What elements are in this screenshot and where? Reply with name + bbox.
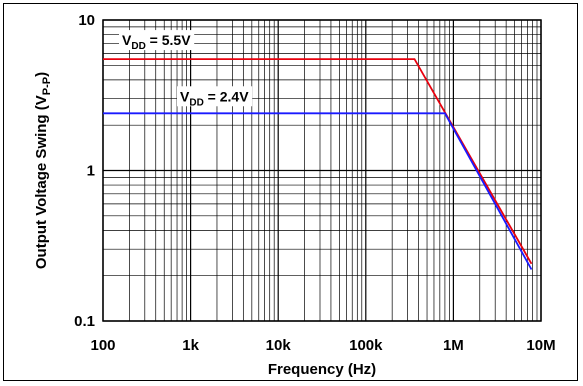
y-tick-label: 1 <box>87 163 95 180</box>
x-tick-label: 100k <box>349 337 383 354</box>
x-axis-title: Frequency (Hz) <box>268 361 376 378</box>
y-axis-title-close: ) <box>33 72 50 77</box>
y-axis-title-main: Output Voltage Swing (V <box>33 95 50 269</box>
chart-frame <box>3 3 578 381</box>
series-label-vdd-5-5v: VDD = 5.5V <box>122 32 191 52</box>
x-tick-label: 10M <box>526 337 555 354</box>
y-axis-title-subscript: P-P <box>41 77 53 95</box>
x-tick-label: 1k <box>182 337 199 354</box>
y-tick-label: 0.1 <box>74 313 95 330</box>
series-label-background <box>119 30 195 51</box>
y-tick-label: 10 <box>78 12 95 29</box>
x-tick-label: 10k <box>266 337 292 354</box>
label-layer: VDD = 5.5V VDD = 2.4V <box>119 30 253 108</box>
plot-border <box>102 19 542 322</box>
series-line-vdd-2-4v <box>103 112 533 270</box>
x-tick-label: 1M <box>443 337 464 354</box>
series-line-vdd-5-5v <box>103 58 533 265</box>
x-tick-label: 100 <box>90 337 115 354</box>
y-tick-labels: 0.1 1 10 <box>74 12 95 330</box>
series-label-background <box>177 86 253 107</box>
x-tick-labels: 100 1k 10k 100k 1M 10M <box>90 337 555 354</box>
series-label-vdd-2-4v: VDD = 2.4V <box>180 88 249 108</box>
series-layer <box>103 58 533 270</box>
y-axis-title: Output Voltage Swing (VP-P) <box>33 72 53 269</box>
